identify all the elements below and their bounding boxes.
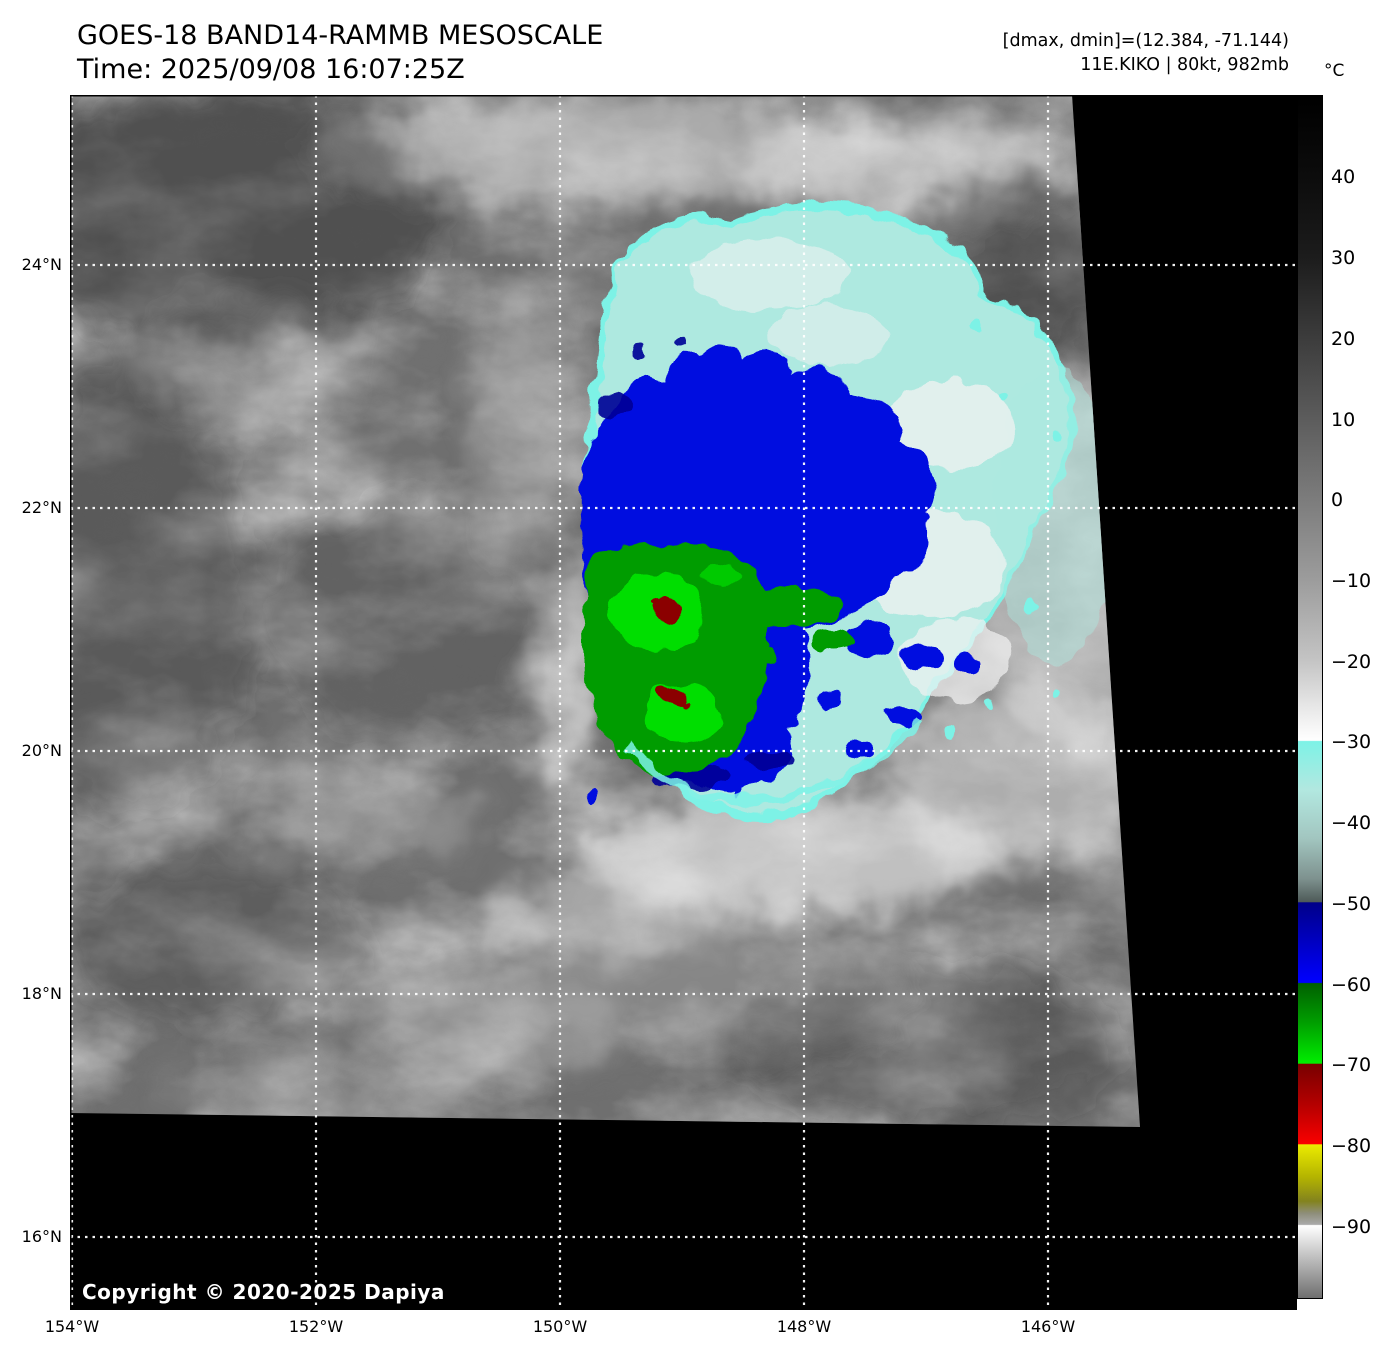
- colorbar-tick-40: 40: [1331, 165, 1381, 189]
- lon-label-152w: 152°W: [276, 1316, 356, 1338]
- lat-label-24n: 24°N: [0, 254, 62, 276]
- header-time: Time: 2025/09/08 16:07:25Z: [77, 54, 465, 86]
- header-storm-info: 11E.KIKO | 80kt, 982mb: [1080, 55, 1289, 75]
- colorbar-tick-m40: −40: [1331, 811, 1381, 835]
- colorbar-tick-30: 30: [1331, 246, 1381, 270]
- map-canvas: Copyright © 2020-2025 Dapiya: [70, 95, 1297, 1310]
- colorbar-tick-10: 10: [1331, 408, 1381, 432]
- colorbar-tick-m70: −70: [1331, 1053, 1381, 1077]
- colorbar-tick-m60: −60: [1331, 973, 1381, 997]
- colorbar-tick-m80: −80: [1331, 1134, 1381, 1158]
- colorbar-tick-m90: −90: [1331, 1215, 1381, 1239]
- colorbar-unit-label: °C: [1324, 61, 1344, 81]
- satellite-image: [70, 95, 1297, 1310]
- colorbar: [1297, 95, 1323, 1299]
- header-data-range: [dmax, dmin]=(12.384, -71.144): [1003, 31, 1289, 51]
- copyright-label: Copyright © 2020-2025 Dapiya: [82, 1280, 445, 1304]
- page-root: GOES-18 BAND14-RAMMB MESOSCALE Time: 202…: [0, 0, 1390, 1359]
- lon-label-148w: 148°W: [764, 1316, 844, 1338]
- colorbar-tick-m30: −30: [1331, 730, 1381, 754]
- lat-label-18n: 18°N: [0, 983, 62, 1005]
- lon-label-150w: 150°W: [520, 1316, 600, 1338]
- lat-label-22n: 22°N: [0, 497, 62, 519]
- colorbar-tick-0: 0: [1331, 488, 1381, 512]
- lat-label-20n: 20°N: [0, 740, 62, 762]
- colorbar-tick-m50: −50: [1331, 892, 1381, 916]
- lon-label-154w: 154°W: [32, 1316, 112, 1338]
- colorbar-tick-m20: −20: [1331, 650, 1381, 674]
- colorbar-tick-20: 20: [1331, 327, 1381, 351]
- lon-label-146w: 146°W: [1008, 1316, 1088, 1338]
- header-title: GOES-18 BAND14-RAMMB MESOSCALE: [77, 20, 603, 52]
- lat-label-16n: 16°N: [0, 1226, 62, 1248]
- colorbar-tick-m10: −10: [1331, 569, 1381, 593]
